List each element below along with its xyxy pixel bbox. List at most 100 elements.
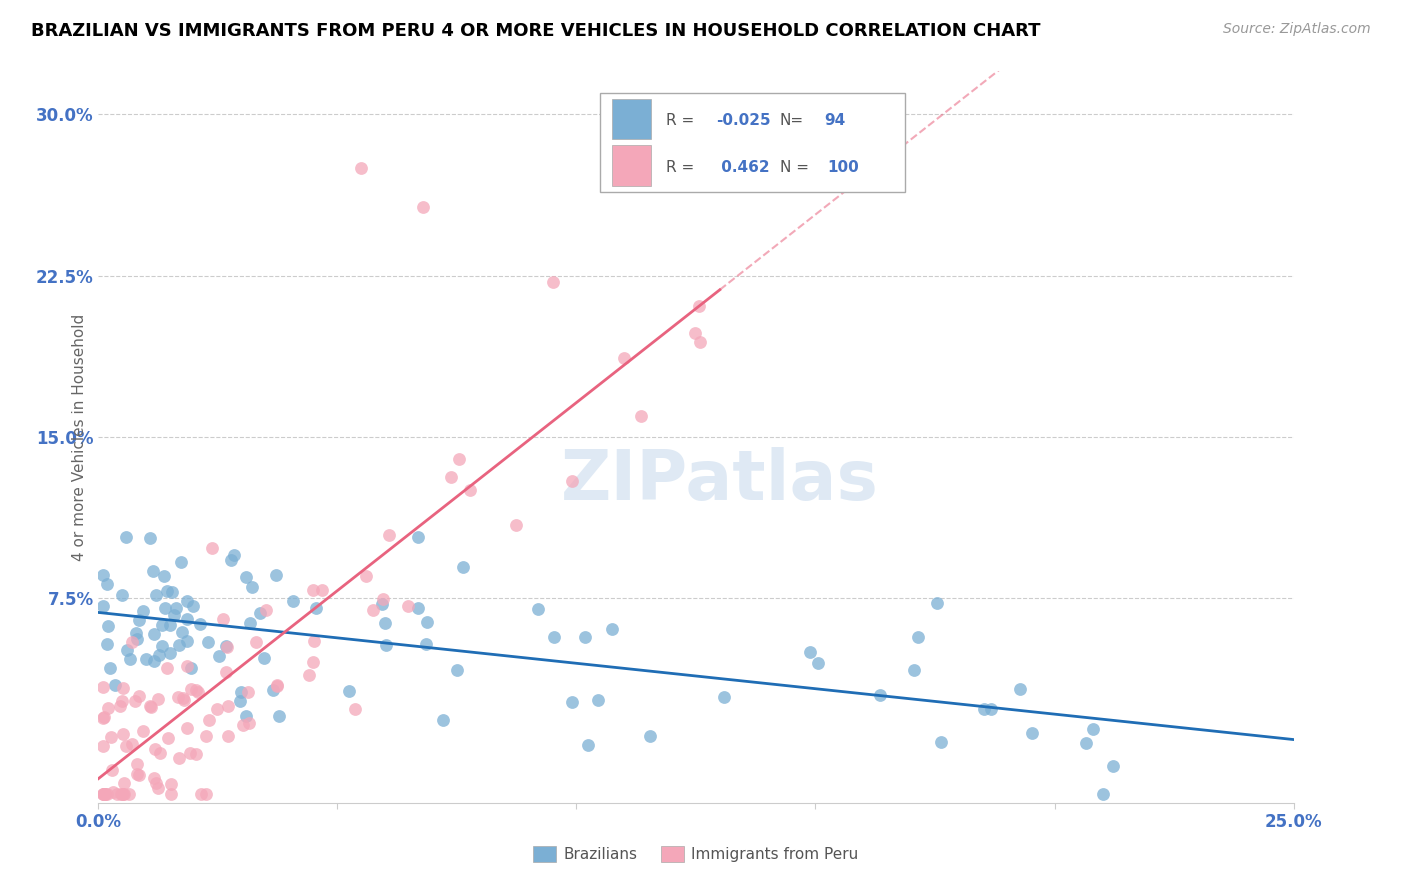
Point: [91, 599, 114, 614]
Point: [139, 699, 162, 714]
Point: [613, 351, 636, 366]
Point: [689, 334, 711, 349]
Point: [110, 787, 132, 801]
Point: [561, 695, 583, 709]
Point: [215, 639, 238, 653]
Point: [343, 702, 366, 716]
Point: [96, 577, 118, 591]
Point: [176, 658, 198, 673]
Point: [179, 746, 201, 760]
Text: BRAZILIAN VS IMMIGRANTS FROM PERU 4 OR MORE VEHICLES IN HOUSEHOLD CORRELATION CH: BRAZILIAN VS IMMIGRANTS FROM PERU 4 OR M…: [31, 22, 1040, 40]
Point: [121, 737, 143, 751]
Point: [197, 713, 219, 727]
Point: [145, 588, 167, 602]
Point: [170, 625, 193, 640]
Point: [415, 638, 437, 652]
Point: [173, 692, 195, 706]
Point: [449, 451, 471, 466]
Point: [124, 694, 146, 708]
Point: [574, 630, 596, 644]
Point: [432, 714, 454, 728]
Point: [104, 678, 127, 692]
Point: [142, 771, 165, 785]
Point: [125, 757, 148, 772]
Point: [980, 702, 1002, 716]
Point: [142, 564, 165, 578]
Point: [356, 569, 378, 583]
Point: [262, 682, 284, 697]
Point: [1008, 682, 1031, 697]
Point: [115, 739, 138, 754]
Point: [111, 787, 134, 801]
Point: [215, 665, 238, 680]
Point: [305, 601, 328, 615]
Point: [160, 585, 183, 599]
FancyBboxPatch shape: [613, 145, 651, 186]
Point: [186, 747, 208, 762]
Point: [350, 161, 373, 176]
Point: [217, 729, 239, 743]
Point: [412, 200, 434, 214]
Point: [190, 787, 212, 801]
Point: [145, 776, 167, 790]
Point: [128, 613, 150, 627]
Point: [135, 651, 157, 665]
Point: [215, 640, 238, 654]
Point: [205, 702, 228, 716]
Point: [128, 768, 150, 782]
Point: [396, 599, 419, 613]
Point: [159, 646, 181, 660]
Point: [238, 715, 260, 730]
Point: [586, 692, 609, 706]
Point: [869, 688, 891, 702]
Point: [194, 787, 217, 801]
Text: N=: N=: [779, 113, 804, 128]
Point: [94, 787, 117, 801]
Point: [219, 553, 242, 567]
Point: [128, 690, 150, 704]
Point: [127, 767, 149, 781]
Point: [91, 680, 114, 694]
Point: [1076, 736, 1098, 750]
Point: [229, 694, 252, 708]
Point: [156, 661, 179, 675]
Point: [111, 681, 134, 695]
Point: [170, 555, 193, 569]
Point: [281, 594, 304, 608]
Point: [118, 652, 141, 666]
Point: [371, 591, 394, 606]
Point: [143, 627, 166, 641]
Point: [176, 721, 198, 735]
Point: [93, 710, 115, 724]
Point: [224, 549, 246, 563]
Point: [1021, 725, 1043, 739]
Point: [302, 655, 325, 669]
Point: [235, 570, 257, 584]
Point: [245, 635, 267, 649]
Point: [929, 735, 952, 749]
Point: [91, 568, 114, 582]
Point: [415, 615, 437, 629]
Point: [266, 677, 288, 691]
Point: [973, 701, 995, 715]
Point: [91, 711, 114, 725]
Point: [925, 596, 948, 610]
Point: [139, 699, 162, 714]
Point: [143, 742, 166, 756]
Point: [232, 718, 254, 732]
Point: [406, 601, 429, 615]
Point: [903, 663, 925, 677]
Text: 0.462: 0.462: [716, 160, 770, 175]
Text: Source: ZipAtlas.com: Source: ZipAtlas.com: [1223, 22, 1371, 37]
Point: [112, 776, 135, 790]
Point: [96, 637, 118, 651]
Point: [505, 518, 527, 533]
Point: [302, 583, 325, 598]
Point: [460, 483, 482, 497]
Point: [337, 684, 360, 698]
Point: [172, 690, 194, 705]
Point: [526, 601, 548, 615]
Point: [157, 731, 180, 745]
Point: [377, 528, 399, 542]
Point: [183, 599, 205, 614]
